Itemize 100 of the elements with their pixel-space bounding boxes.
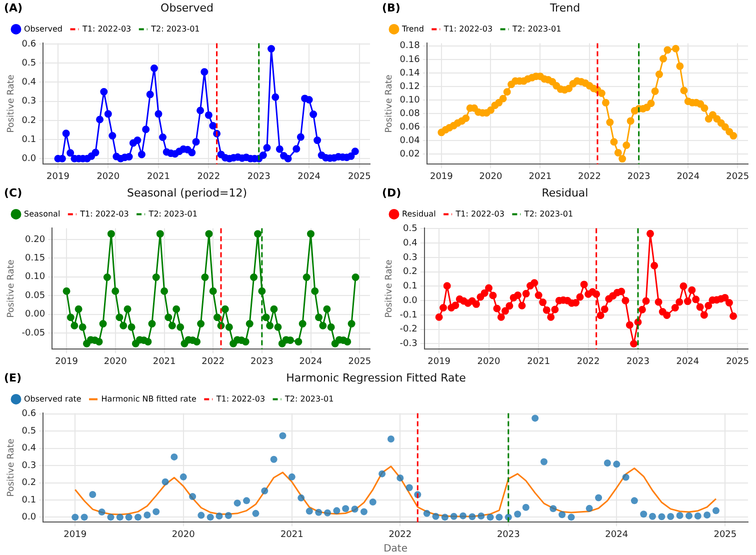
x-tick-label: 2020 — [172, 530, 196, 540]
text: (B) — [382, 1, 400, 14]
y-tick-label: 0.00 — [25, 310, 46, 320]
y-tick-label: 0.08 — [400, 108, 420, 119]
x-axis-title: Date — [384, 544, 408, 555]
x-tick-label: 2025 — [714, 530, 737, 540]
x-tick-label: 2019 — [428, 356, 451, 367]
legend-label: Observed — [24, 24, 62, 34]
y-axis-title: Positive Rate — [6, 259, 17, 318]
y-tick-label: 0.5 — [22, 58, 36, 68]
legend-label: T2: 2023-01 — [150, 24, 200, 34]
x-tick-label: 2021 — [527, 356, 550, 367]
x-tick-label: 2025 — [726, 172, 750, 182]
legend-label: T1: 2022-03 — [79, 209, 129, 218]
x-tick-label: 2022 — [578, 172, 601, 182]
y-tick-label: 0.4 — [22, 78, 36, 88]
y-tick-label: 0.3 — [403, 252, 418, 263]
y-tick-label: 0.04 — [400, 136, 420, 146]
x-tick-label: 2023 — [250, 356, 274, 367]
x-tick-label: 2025 — [726, 356, 749, 367]
legend-label: T1: 2022-03 — [442, 24, 493, 34]
text: (D) — [382, 186, 402, 200]
y-tick-label: 0.4 — [22, 444, 36, 454]
y-tick-label: 0.12 — [400, 82, 420, 92]
text: (C) — [4, 186, 22, 200]
x-tick-label: 2024 — [605, 530, 628, 540]
x-tick-label: 2019 — [55, 356, 78, 367]
y-tick-label: 0.14 — [400, 68, 420, 78]
y-axis-title: Positive Rate — [6, 438, 17, 497]
x-tick-label: 2023 — [496, 530, 520, 540]
chart-title: Trend — [548, 1, 580, 14]
y-tick-label: 0.20 — [25, 234, 46, 245]
chart-title: Observed — [160, 1, 214, 14]
y-tick-label: 0.02 — [400, 149, 420, 160]
y-axis-title: Positive Rate — [384, 259, 395, 318]
y-tick-label: 0.3 — [22, 460, 36, 471]
x-tick-label: 2021 — [528, 172, 552, 182]
x-tick-label: 2021 — [152, 356, 176, 367]
x-tick-label: 2020 — [96, 172, 120, 182]
legend-label: Observed rate — [24, 394, 82, 404]
legend-label: T2: 2023-01 — [512, 24, 562, 34]
x-tick-label: 2020 — [477, 356, 500, 367]
y-tick-label: 0.6 — [22, 409, 36, 420]
y-tick-label: 0.10 — [400, 95, 420, 106]
y-tick-label: 0.10 — [25, 272, 46, 282]
x-tick-label: 2022 — [197, 172, 220, 182]
y-tick-label: 0.1 — [22, 134, 36, 145]
legend-label: Seasonal — [24, 209, 60, 218]
y-tick-label: 0.5 — [403, 224, 418, 234]
y-tick-label: 0.05 — [25, 290, 46, 301]
x-tick-label: 2021 — [147, 172, 170, 182]
x-tick-label: 2020 — [104, 356, 128, 367]
y-tick-label: 0.3 — [22, 96, 36, 107]
y-tick-label: -0.05 — [22, 328, 46, 338]
legend-label: Harmonic NB fitted rate — [101, 394, 196, 404]
y-axis-title: Positive Rate — [6, 74, 17, 133]
x-tick-label: 2024 — [676, 172, 700, 182]
y-tick-label: 0.2 — [403, 267, 418, 278]
y-axis-title: Positive Rate — [384, 74, 395, 133]
legend-label: T1: 2022-03 — [215, 394, 266, 404]
x-tick-label: 2022 — [202, 356, 225, 367]
y-tick-label: 0.18 — [400, 41, 420, 52]
legend-label: Trend — [401, 24, 424, 34]
y-tick-label: -0.3 — [400, 339, 418, 350]
y-tick-label: 0.0 — [403, 296, 418, 306]
x-tick-label: 2025 — [348, 356, 372, 367]
x-tick-label: 2019 — [64, 530, 87, 540]
x-tick-label: 2021 — [280, 530, 304, 540]
y-tick-label: -0.2 — [400, 324, 418, 335]
x-tick-label: 2019 — [430, 172, 454, 182]
x-tick-label: 2024 — [676, 356, 700, 367]
y-tick-label: -0.1 — [400, 310, 418, 320]
legend-label: T2: 2023-01 — [284, 394, 334, 404]
y-tick-label: 0.5 — [22, 426, 36, 436]
y-tick-label: 0.16 — [400, 54, 420, 65]
legend-label: T1: 2022-03 — [454, 209, 504, 218]
y-tick-label: 0.4 — [403, 238, 418, 248]
x-tick-label: 2023 — [627, 172, 650, 182]
legend-label: Residual — [402, 209, 436, 218]
x-tick-label: 2024 — [299, 356, 322, 367]
y-tick-label: 0.15 — [25, 254, 46, 264]
chart-title: Seasonal (period=12) — [126, 186, 248, 200]
x-tick-label: 2023 — [626, 356, 650, 367]
x-tick-label: 2025 — [348, 172, 371, 182]
chart-title: Residual — [542, 186, 588, 200]
text: (A) — [4, 1, 23, 14]
y-tick-label: 0.0 — [22, 512, 36, 523]
legend-label: T1: 2022-03 — [81, 24, 132, 34]
y-tick-label: 0.1 — [403, 282, 418, 292]
text: (E) — [4, 371, 22, 384]
legend-label: T2: 2023-01 — [523, 209, 574, 218]
legend-label: T2: 2023-01 — [148, 209, 198, 218]
y-tick-label: 0.1 — [22, 495, 36, 506]
chart-title: Harmonic Regression Fitted Rate — [286, 371, 466, 384]
y-tick-label: 0.2 — [22, 478, 36, 488]
y-tick-label: 0.2 — [22, 116, 36, 126]
x-tick-label: 2023 — [247, 172, 270, 182]
y-tick-label: 0.6 — [22, 39, 36, 50]
x-tick-label: 2022 — [576, 356, 600, 367]
y-tick-label: 0.06 — [400, 122, 420, 132]
